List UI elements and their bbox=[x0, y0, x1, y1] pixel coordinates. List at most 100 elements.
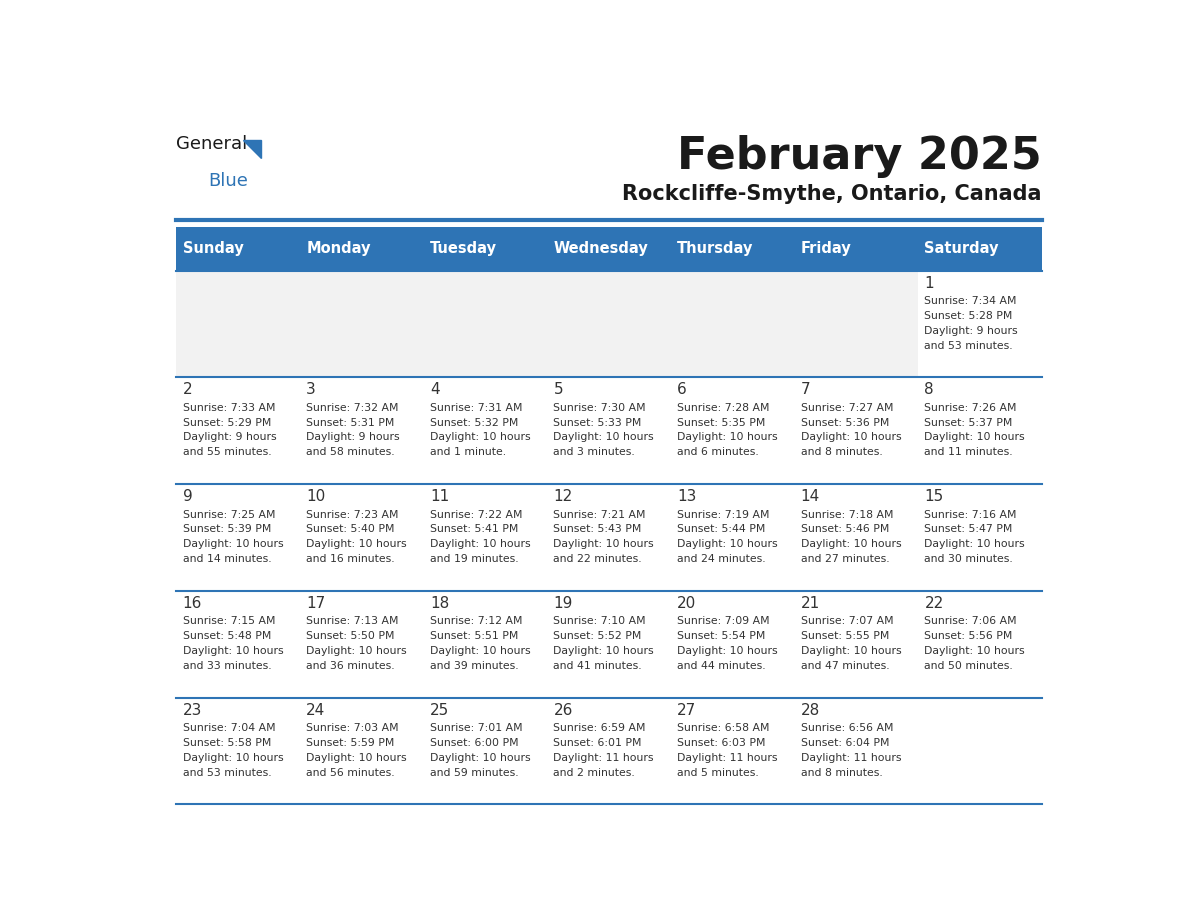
Bar bbox=[918, 484, 1042, 591]
Text: 11: 11 bbox=[430, 489, 449, 504]
Text: Sunrise: 7:23 AM: Sunrise: 7:23 AM bbox=[307, 509, 399, 520]
Polygon shape bbox=[244, 140, 261, 158]
Bar bbox=[671, 377, 795, 484]
Text: 5: 5 bbox=[554, 382, 563, 397]
Text: Sunrise: 7:32 AM: Sunrise: 7:32 AM bbox=[307, 403, 399, 413]
Text: and 47 minutes.: and 47 minutes. bbox=[801, 661, 890, 671]
Text: 26: 26 bbox=[554, 702, 573, 718]
Bar bbox=[299, 698, 423, 804]
Text: 23: 23 bbox=[183, 702, 202, 718]
Text: Daylight: 10 hours: Daylight: 10 hours bbox=[430, 432, 531, 442]
Bar bbox=[299, 377, 423, 484]
Text: Daylight: 10 hours: Daylight: 10 hours bbox=[677, 432, 778, 442]
Text: and 33 minutes.: and 33 minutes. bbox=[183, 661, 271, 671]
Text: 8: 8 bbox=[924, 382, 934, 397]
Text: Daylight: 11 hours: Daylight: 11 hours bbox=[554, 753, 653, 763]
Text: Sunrise: 7:16 AM: Sunrise: 7:16 AM bbox=[924, 509, 1017, 520]
Text: Sunrise: 6:56 AM: Sunrise: 6:56 AM bbox=[801, 723, 893, 733]
Text: Sunset: 5:32 PM: Sunset: 5:32 PM bbox=[430, 418, 518, 428]
Text: 21: 21 bbox=[801, 596, 820, 610]
Text: Sunrise: 7:26 AM: Sunrise: 7:26 AM bbox=[924, 403, 1017, 413]
Text: Daylight: 10 hours: Daylight: 10 hours bbox=[554, 432, 655, 442]
Text: and 24 minutes.: and 24 minutes. bbox=[677, 554, 766, 564]
Text: Sunrise: 7:03 AM: Sunrise: 7:03 AM bbox=[307, 723, 399, 733]
Text: Sunrise: 7:21 AM: Sunrise: 7:21 AM bbox=[554, 509, 646, 520]
Bar bbox=[176, 271, 299, 377]
Bar bbox=[546, 591, 671, 698]
Text: 2: 2 bbox=[183, 382, 192, 397]
Text: Daylight: 9 hours: Daylight: 9 hours bbox=[924, 326, 1018, 336]
Text: Daylight: 10 hours: Daylight: 10 hours bbox=[801, 646, 902, 656]
Bar bbox=[795, 271, 918, 377]
Text: Sunset: 5:37 PM: Sunset: 5:37 PM bbox=[924, 418, 1012, 428]
Text: 7: 7 bbox=[801, 382, 810, 397]
Bar bbox=[546, 377, 671, 484]
Text: Sunset: 5:33 PM: Sunset: 5:33 PM bbox=[554, 418, 642, 428]
Text: Sunset: 6:04 PM: Sunset: 6:04 PM bbox=[801, 738, 890, 748]
Bar bbox=[546, 484, 671, 591]
Text: Daylight: 10 hours: Daylight: 10 hours bbox=[801, 539, 902, 549]
Bar bbox=[299, 591, 423, 698]
Text: Daylight: 10 hours: Daylight: 10 hours bbox=[801, 432, 902, 442]
Text: Sunset: 5:36 PM: Sunset: 5:36 PM bbox=[801, 418, 889, 428]
Bar bbox=[671, 484, 795, 591]
Text: and 1 minute.: and 1 minute. bbox=[430, 447, 506, 457]
Text: 19: 19 bbox=[554, 596, 573, 610]
Text: Sunset: 5:31 PM: Sunset: 5:31 PM bbox=[307, 418, 394, 428]
Text: Sunset: 5:56 PM: Sunset: 5:56 PM bbox=[924, 631, 1012, 641]
Text: Thursday: Thursday bbox=[677, 241, 753, 256]
Text: Sunrise: 7:31 AM: Sunrise: 7:31 AM bbox=[430, 403, 523, 413]
Text: 27: 27 bbox=[677, 702, 696, 718]
Text: Monday: Monday bbox=[307, 241, 371, 256]
Text: and 11 minutes.: and 11 minutes. bbox=[924, 447, 1013, 457]
Text: 18: 18 bbox=[430, 596, 449, 610]
Text: Sunset: 6:00 PM: Sunset: 6:00 PM bbox=[430, 738, 518, 748]
Text: 20: 20 bbox=[677, 596, 696, 610]
Bar bbox=[423, 698, 546, 804]
Bar bbox=[918, 271, 1042, 377]
Text: Daylight: 9 hours: Daylight: 9 hours bbox=[183, 432, 276, 442]
Bar bbox=[918, 591, 1042, 698]
Bar bbox=[671, 227, 795, 271]
Text: Daylight: 10 hours: Daylight: 10 hours bbox=[307, 646, 406, 656]
Text: General: General bbox=[176, 135, 247, 153]
Text: Sunrise: 7:15 AM: Sunrise: 7:15 AM bbox=[183, 616, 276, 626]
Text: Sunrise: 7:06 AM: Sunrise: 7:06 AM bbox=[924, 616, 1017, 626]
Text: Sunrise: 7:25 AM: Sunrise: 7:25 AM bbox=[183, 509, 276, 520]
Text: Daylight: 10 hours: Daylight: 10 hours bbox=[430, 646, 531, 656]
Text: and 6 minutes.: and 6 minutes. bbox=[677, 447, 759, 457]
Text: Sunset: 5:40 PM: Sunset: 5:40 PM bbox=[307, 524, 394, 534]
Text: Daylight: 10 hours: Daylight: 10 hours bbox=[430, 539, 531, 549]
Bar bbox=[795, 227, 918, 271]
Text: and 27 minutes.: and 27 minutes. bbox=[801, 554, 890, 564]
Text: Sunrise: 7:07 AM: Sunrise: 7:07 AM bbox=[801, 616, 893, 626]
Text: 12: 12 bbox=[554, 489, 573, 504]
Text: and 8 minutes.: and 8 minutes. bbox=[801, 767, 883, 778]
Text: Daylight: 10 hours: Daylight: 10 hours bbox=[924, 646, 1025, 656]
Text: 4: 4 bbox=[430, 382, 440, 397]
Bar bbox=[423, 484, 546, 591]
Bar bbox=[795, 484, 918, 591]
Text: Daylight: 10 hours: Daylight: 10 hours bbox=[554, 539, 655, 549]
Text: Sunset: 5:52 PM: Sunset: 5:52 PM bbox=[554, 631, 642, 641]
Text: Daylight: 10 hours: Daylight: 10 hours bbox=[554, 646, 655, 656]
Text: Daylight: 10 hours: Daylight: 10 hours bbox=[677, 646, 778, 656]
Text: 6: 6 bbox=[677, 382, 687, 397]
Text: and 41 minutes.: and 41 minutes. bbox=[554, 661, 642, 671]
Text: and 53 minutes.: and 53 minutes. bbox=[183, 767, 271, 778]
Text: Daylight: 10 hours: Daylight: 10 hours bbox=[183, 646, 283, 656]
Bar bbox=[918, 227, 1042, 271]
Text: Sunrise: 7:09 AM: Sunrise: 7:09 AM bbox=[677, 616, 770, 626]
Text: 24: 24 bbox=[307, 702, 326, 718]
Text: 25: 25 bbox=[430, 702, 449, 718]
Text: Sunrise: 7:04 AM: Sunrise: 7:04 AM bbox=[183, 723, 276, 733]
Text: Sunset: 5:54 PM: Sunset: 5:54 PM bbox=[677, 631, 765, 641]
Text: Sunrise: 7:34 AM: Sunrise: 7:34 AM bbox=[924, 297, 1017, 306]
Text: Daylight: 10 hours: Daylight: 10 hours bbox=[924, 432, 1025, 442]
Text: Sunrise: 7:28 AM: Sunrise: 7:28 AM bbox=[677, 403, 770, 413]
Text: and 2 minutes.: and 2 minutes. bbox=[554, 767, 636, 778]
Text: Sunrise: 7:10 AM: Sunrise: 7:10 AM bbox=[554, 616, 646, 626]
Bar bbox=[795, 698, 918, 804]
Text: Sunset: 5:44 PM: Sunset: 5:44 PM bbox=[677, 524, 765, 534]
Bar bbox=[176, 591, 299, 698]
